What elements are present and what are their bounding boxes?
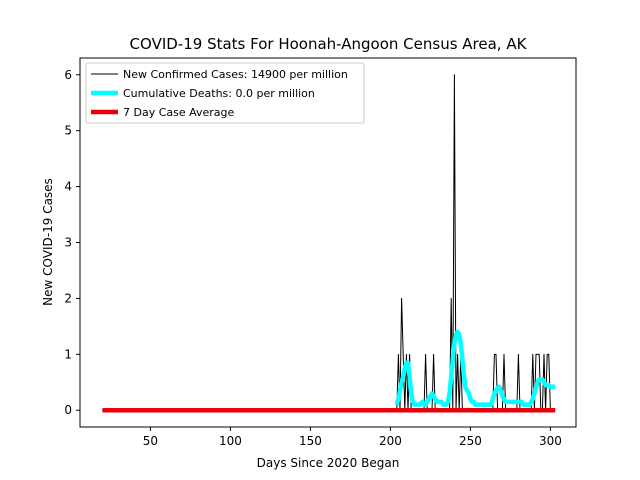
y-tick-label: 2 xyxy=(64,291,72,305)
y-axis: 0 1 2 3 4 5 6 xyxy=(64,68,80,417)
x-tick-label: 200 xyxy=(379,434,402,448)
legend-label: 7 Day Case Average xyxy=(123,106,235,119)
plot-frame xyxy=(79,57,577,428)
x-tick-label: 50 xyxy=(143,434,158,448)
x-tick-label: 250 xyxy=(459,434,482,448)
x-tick-label: 100 xyxy=(219,434,242,448)
legend-item-cumulative-deaths: Cumulative Deaths: 0.0 per million xyxy=(91,87,315,100)
y-tick-label: 3 xyxy=(64,236,72,250)
legend: New Confirmed Cases: 14900 per million Cu… xyxy=(85,62,365,124)
y-tick-label: 0 xyxy=(64,403,72,417)
legend-item-new-cases: New Confirmed Cases: 14900 per million xyxy=(91,68,348,81)
legend-item-seven-day-average: 7 Day Case Average xyxy=(91,106,235,119)
series-layer xyxy=(102,74,556,413)
y-tick-label: 4 xyxy=(64,180,72,194)
cumulative-deaths-line xyxy=(394,329,556,407)
x-axis-label: Days Since 2020 Began xyxy=(257,456,400,470)
legend-box xyxy=(85,62,365,124)
x-tick-label: 300 xyxy=(539,434,562,448)
chart-title: COVID-19 Stats For Hoonah-Angoon Census … xyxy=(130,35,528,53)
y-tick-label: 6 xyxy=(64,68,72,82)
y-tick-label: 5 xyxy=(64,124,72,138)
x-tick-label: 150 xyxy=(299,434,322,448)
legend-label: New Confirmed Cases: 14900 per million xyxy=(123,68,348,81)
x-axis: 50 100 150 200 250 300 xyxy=(143,427,562,448)
y-axis-label: New COVID-19 Cases xyxy=(41,178,55,306)
y-tick-label: 1 xyxy=(64,347,72,361)
legend-label: Cumulative Deaths: 0.0 per million xyxy=(123,87,315,100)
